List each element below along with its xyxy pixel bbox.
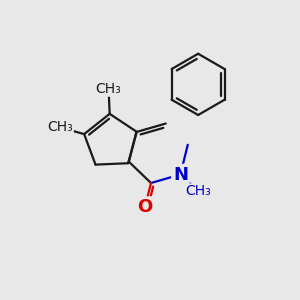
Text: CH₃: CH₃ [96, 82, 122, 96]
Text: CH₃: CH₃ [47, 120, 73, 134]
Text: O: O [137, 198, 153, 216]
Text: CH₃: CH₃ [185, 184, 211, 198]
Text: N: N [173, 166, 188, 184]
